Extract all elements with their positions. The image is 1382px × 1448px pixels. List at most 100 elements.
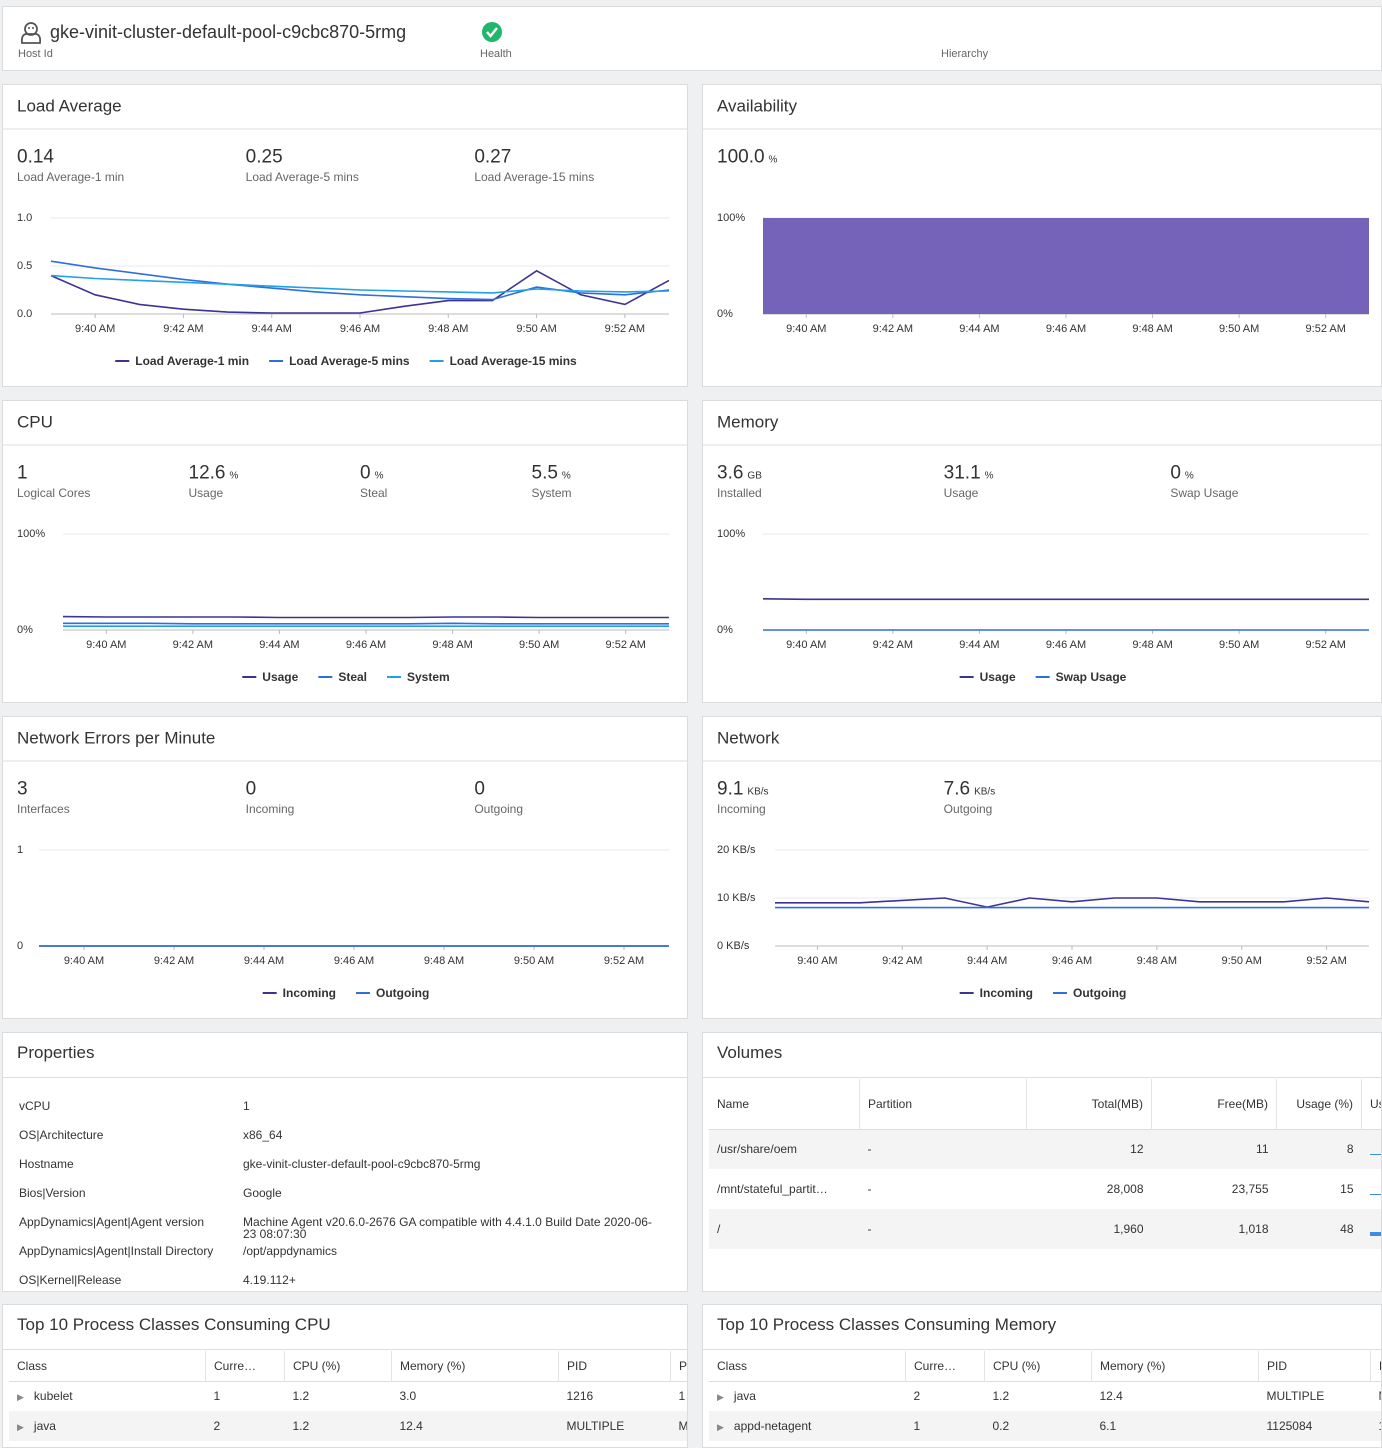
stat-value: 7.6 [944, 779, 970, 800]
chart: Load Average 0.14 Load Average-1 min 0.25 Lo… [3, 97, 687, 368]
volume-cell: 8 [1346, 1142, 1354, 1157]
cell-text: 1.2 [292, 1389, 310, 1404]
x-tick-label: 9:42 AM [163, 323, 203, 335]
stat-label: Interfaces [17, 802, 70, 816]
line [50, 274, 670, 294]
legend-label: Outgoing [376, 986, 429, 1000]
y-tick-label: 20 KB/s [717, 844, 756, 856]
divider [703, 1077, 1381, 1078]
trend-cell [1362, 1209, 1381, 1249]
line [50, 269, 670, 314]
volume-cell: 1,018 [1238, 1222, 1269, 1236]
property-value: Google [243, 1186, 282, 1200]
stat-label: Load Average-15 mins [474, 170, 594, 184]
process-row: ▶ java 2 1.2 12.4 MULTIPLE MULTIPLE [709, 1381, 1381, 1411]
expand-toggle[interactable]: ▶ [17, 1392, 24, 1403]
panel-title: Load Average [17, 97, 122, 116]
column-header: CPU (%) [984, 1351, 1092, 1381]
stat-value: 12.6 [189, 463, 226, 484]
property-name: Hostname [19, 1157, 74, 1171]
divider [3, 1077, 687, 1078]
volume-cell: 1,960 [1113, 1222, 1144, 1236]
process-cell: 1.2 [285, 1381, 392, 1411]
stat-value: 0.27 [474, 147, 511, 168]
panel-title: Properties [17, 1043, 95, 1062]
volume-cell: 28,008 [1106, 1182, 1144, 1196]
x-tick-label: 9:44 AM [259, 639, 299, 651]
expand-toggle[interactable]: ▶ [717, 1422, 724, 1432]
line [63, 622, 669, 625]
stat-value: 3 [17, 779, 28, 800]
stat-label: Logical Cores [17, 486, 90, 500]
panel-title: Memory [717, 413, 779, 432]
stat-value: 31.1 [944, 463, 981, 484]
volume-cell: - [867, 1182, 872, 1196]
y-tick-label: 0% [17, 624, 33, 636]
health-icon [482, 22, 502, 42]
stat-value: 0.14 [17, 147, 54, 168]
x-tick-label: 9:46 AM [1052, 955, 1092, 967]
property-row: vCPU 1 [11, 1095, 671, 1124]
y-tick-label: 1.0 [17, 212, 32, 224]
process-cell: 1.2 [285, 1411, 392, 1441]
property-name: OS|Kernel|Release [19, 1273, 122, 1287]
column-header: PID [1258, 1351, 1371, 1381]
trend-line [1369, 1153, 1381, 1155]
y-tick-label: 0.0 [17, 308, 32, 320]
process-cell: MULTIPLE [1259, 1381, 1371, 1411]
cell-text: 1.2 [292, 1419, 310, 1433]
y-tick-label: 0.5 [17, 260, 32, 272]
chart: Network 9.1 KB/s Incoming 7.6 KB/s Outgoing 0 K… [703, 729, 1381, 1000]
x-tick-label: 9:50 AM [514, 955, 554, 967]
y-tick-label: 0% [717, 624, 733, 636]
x-tick-label: 9:40 AM [797, 955, 837, 967]
x-tick-label: 9:42 AM [173, 639, 213, 651]
host-header: gke-vinit-cluster-default-pool-c9cbc870-… [2, 6, 1382, 71]
y-tick-label: 0 KB/s [717, 940, 750, 952]
chart: Memory 3.6 GB Installed 31.1 % Usage 0 % Swap Usa… [703, 413, 1381, 684]
process-cell: 6.1 [1092, 1411, 1259, 1441]
table-panel: Top 10 Process Classes Consuming CPU Clas… [2, 1304, 688, 1448]
property-name: AppDynamics|Agent|Agent version [19, 1215, 204, 1229]
expand-toggle[interactable]: ▶ [17, 1422, 24, 1432]
cell-text: MULTIPLE [678, 1419, 688, 1433]
stat-value: 0 [360, 463, 371, 484]
cell-text: 3.0 [399, 1389, 417, 1404]
x-tick-label: 9:40 AM [75, 323, 115, 335]
x-tick-label: 9:42 AM [154, 955, 194, 967]
y-tick-label: 100% [717, 528, 745, 540]
column-header: Total(MB) [1026, 1079, 1152, 1129]
line [775, 897, 1370, 908]
stat-value: 5.5 [532, 463, 558, 484]
x-tick-label: 9:46 AM [1046, 323, 1086, 335]
stat-label: Load Average-5 mins [246, 170, 359, 184]
cell-text: 1.2 [992, 1389, 1010, 1404]
legend-label: Load Average-15 mins [450, 354, 577, 368]
x-tick-label: 9:40 AM [64, 955, 104, 967]
expand-toggle[interactable]: ▶ [717, 1392, 724, 1403]
property-row: OS|Architecture x86_64 [11, 1124, 671, 1153]
trend-line [1369, 1193, 1381, 1195]
y-tick-label: 0 [17, 940, 23, 952]
x-tick-label: 9:48 AM [1132, 323, 1172, 335]
health-label: Health [480, 48, 512, 60]
x-tick-label: 9:52 AM [1306, 955, 1346, 967]
legend: Incoming Outgoing [959, 986, 1126, 1000]
x-tick-label: 9:46 AM [340, 323, 380, 335]
process-cell: 1216 [559, 1381, 671, 1411]
cell-text: kubelet [33, 1389, 73, 1404]
volume-cell: 48 [1340, 1222, 1354, 1236]
x-tick-label: 9:52 AM [1306, 323, 1346, 335]
process-row: ▶ java 2 1.2 12.4 MULTIPLE MULTIPLE [9, 1411, 688, 1441]
host-id: gke-vinit-cluster-default-pool-c9cbc870-… [50, 22, 406, 42]
x-tick-label: 9:42 AM [873, 639, 913, 651]
process-cell: MULTIPLE [671, 1411, 688, 1441]
property-value: Machine Agent v20.6.0-2676 GA compatible… [243, 1215, 652, 1240]
divider [703, 1349, 1381, 1350]
cell-text: appd-netagent [733, 1419, 812, 1433]
y-tick-label: 0% [717, 308, 733, 320]
process-cell: 1 [906, 1411, 985, 1441]
